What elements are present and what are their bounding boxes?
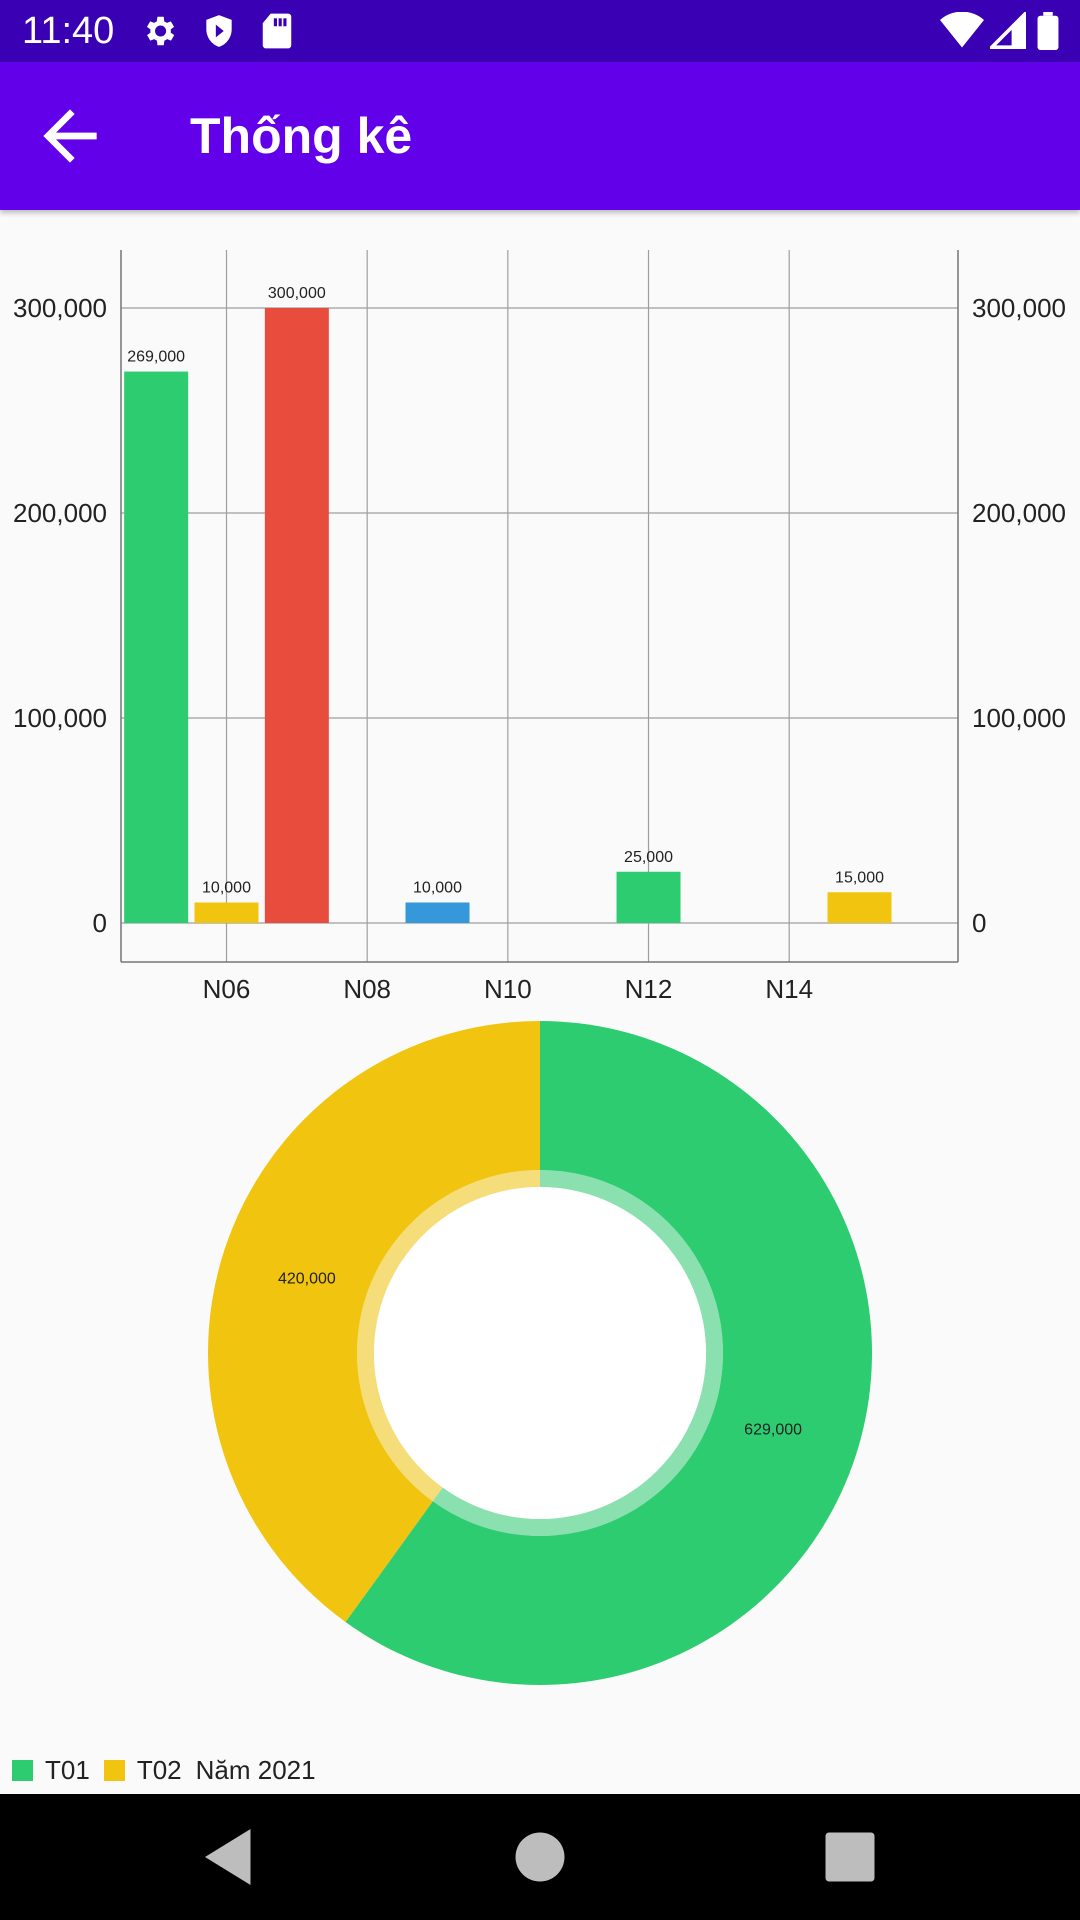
bar-value-label: 15,000 [835,869,884,886]
legend-swatch-t02 [103,1759,125,1781]
status-bar: 11:40 [0,0,1080,62]
bar [194,902,259,923]
y-tick-label-left: 100,000 [13,703,107,733]
sd-card-icon [262,13,292,49]
bar-value-label: 25,000 [624,849,673,866]
app-bar: Thống kê [0,62,1080,210]
y-tick-label-left: 300,000 [13,293,107,323]
shield-icon [206,15,232,47]
x-tick-label: N10 [484,974,532,1004]
x-tick-label: N14 [765,974,813,1004]
legend-year-label: Năm 2021 [195,1754,316,1785]
status-time: 11:40 [22,10,115,52]
y-tick-label-right: 200,000 [972,498,1066,528]
y-tick-label-right: 100,000 [972,703,1066,733]
bar-value-label: 10,000 [413,880,462,897]
y-tick-label-left: 200,000 [13,498,107,528]
bar-chart: 0 0 100,000 100,000 200,000 200,000 300,000 300… [13,250,1066,1004]
bar [264,308,329,923]
y-tick-label-right: 0 [972,908,986,938]
pie-value-label: 420,000 [278,1271,336,1288]
bar-value-label: 10,000 [202,880,251,897]
pie-slice [345,1021,873,1685]
arrow-left-icon[interactable] [30,96,110,176]
x-tick-label: N12 [625,974,673,1004]
chart-legend: T01 T02 Năm 2021 [12,1752,330,1788]
back-triangle-icon[interactable] [186,1822,266,1892]
y-tick-label-left: 0 [93,908,107,938]
bar [405,902,470,923]
battery-icon [1037,12,1059,50]
bar [124,371,189,923]
legend-label-t01: T01 [45,1754,90,1785]
bar [827,892,892,923]
legend-label-t02: T02 [136,1754,182,1785]
donut-chart: 629,000 420,000 [208,1021,873,1685]
signal-icon [990,12,1026,49]
x-tick-label: N06 [203,974,251,1004]
pie-slice-inner-ring [356,1170,540,1502]
donut-hole [374,1187,706,1519]
bar-value-label: 269,000 [127,349,185,366]
page-title: Thống kê [190,108,413,164]
bar [616,871,681,923]
pie-value-label: 629,000 [744,1421,802,1438]
y-tick-label-right: 300,000 [972,293,1066,323]
navigation-bar [0,1794,1080,1920]
recents-square-icon[interactable] [810,1822,890,1892]
home-circle-icon[interactable] [500,1822,580,1892]
wifi-icon [940,12,984,48]
legend-swatch-t01 [12,1759,33,1781]
x-tick-label: N08 [343,974,391,1004]
bar-value-label: 300,000 [268,285,326,302]
pie-slice [208,1021,540,1623]
gear-icon [146,16,175,46]
